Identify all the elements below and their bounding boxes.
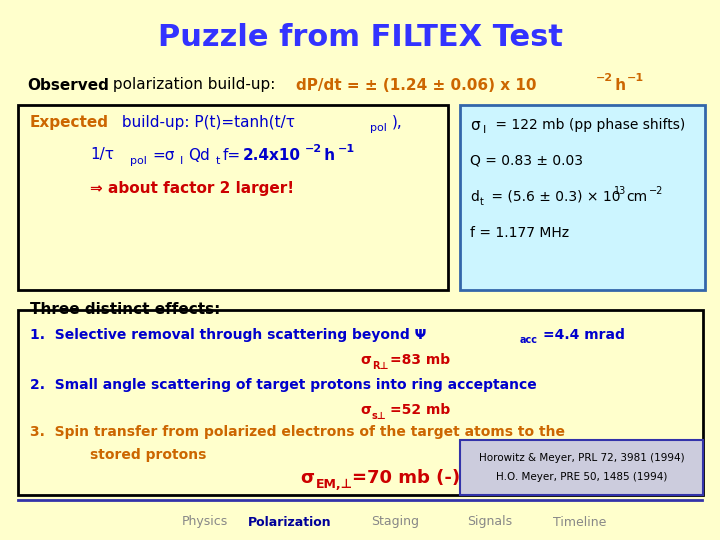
Text: −2: −2 [649,186,663,196]
Text: 13: 13 [614,186,626,196]
Text: f = 1.177 MHz: f = 1.177 MHz [470,226,569,240]
Text: H.O. Meyer, PRE 50, 1485 (1994): H.O. Meyer, PRE 50, 1485 (1994) [496,472,667,482]
Text: = (5.6 ± 0.3) × 10: = (5.6 ± 0.3) × 10 [487,190,621,204]
Text: =σ: =σ [152,147,174,163]
Text: d: d [470,190,479,204]
Text: 1/τ: 1/τ [90,147,114,163]
Text: 1.  Selective removal through scattering beyond Ψ: 1. Selective removal through scattering … [30,328,426,342]
Text: t: t [216,156,220,166]
Text: Horowitz & Meyer, PRL 72, 3981 (1994): Horowitz & Meyer, PRL 72, 3981 (1994) [480,453,685,463]
Text: 2.4x10: 2.4x10 [243,147,301,163]
Text: =4.4 mrad: =4.4 mrad [543,328,625,342]
FancyBboxPatch shape [460,105,705,290]
Text: stored protons: stored protons [90,448,207,462]
Text: Qd: Qd [188,147,210,163]
Text: =70 mb (-): =70 mb (-) [352,469,460,487]
Text: 2.  Small angle scattering of target protons into ring acceptance: 2. Small angle scattering of target prot… [30,378,536,392]
Text: I: I [483,125,486,135]
Text: EM,⊥: EM,⊥ [316,477,353,490]
FancyBboxPatch shape [460,440,703,495]
Text: = 122 mb (pp phase shifts): = 122 mb (pp phase shifts) [491,118,685,132]
Text: Polarization: Polarization [248,516,332,529]
Text: Physics: Physics [182,516,228,529]
Text: Signals: Signals [467,516,513,529]
Text: Staging: Staging [371,516,419,529]
Text: t: t [480,197,484,207]
Text: dP/dt = ± (1.24 ± 0.06) x 10: dP/dt = ± (1.24 ± 0.06) x 10 [296,78,536,92]
Text: Expected: Expected [30,114,109,130]
Text: σ: σ [360,353,371,367]
Text: −1: −1 [338,144,355,154]
Text: ),: ), [392,114,402,130]
Text: Timeline: Timeline [553,516,607,529]
Text: =52 mb: =52 mb [390,403,450,417]
Text: cm: cm [626,190,647,204]
Text: σ: σ [300,469,314,487]
Text: h: h [610,78,626,92]
Text: σ: σ [360,403,371,417]
Text: pol: pol [370,123,387,133]
Text: ⇒ about factor 2 larger!: ⇒ about factor 2 larger! [90,180,294,195]
Text: acc: acc [520,335,538,345]
Text: pol: pol [130,156,147,166]
Text: h: h [319,147,335,163]
Text: Three distinct effects:: Three distinct effects: [30,302,220,318]
FancyBboxPatch shape [18,310,703,495]
Text: R⊥: R⊥ [372,361,388,371]
Text: −2: −2 [305,144,322,154]
Text: =83 mb: =83 mb [390,353,450,367]
Text: σ: σ [470,118,480,132]
Text: I: I [180,156,184,166]
Text: Puzzle from FILTEX Test: Puzzle from FILTEX Test [158,24,562,52]
Text: build-up: P(t)=tanh(t/τ: build-up: P(t)=tanh(t/τ [117,114,295,130]
Text: Observed: Observed [27,78,109,92]
Text: polarization build-up:: polarization build-up: [108,78,280,92]
Text: 3.  Spin transfer from polarized electrons of the target atoms to the: 3. Spin transfer from polarized electron… [30,425,565,439]
FancyBboxPatch shape [18,105,448,290]
Text: s⊥: s⊥ [372,411,387,421]
Text: Q = 0.83 ± 0.03: Q = 0.83 ± 0.03 [470,154,583,168]
Text: −1: −1 [627,73,644,83]
Text: −2: −2 [596,73,613,83]
Text: f=: f= [223,147,241,163]
